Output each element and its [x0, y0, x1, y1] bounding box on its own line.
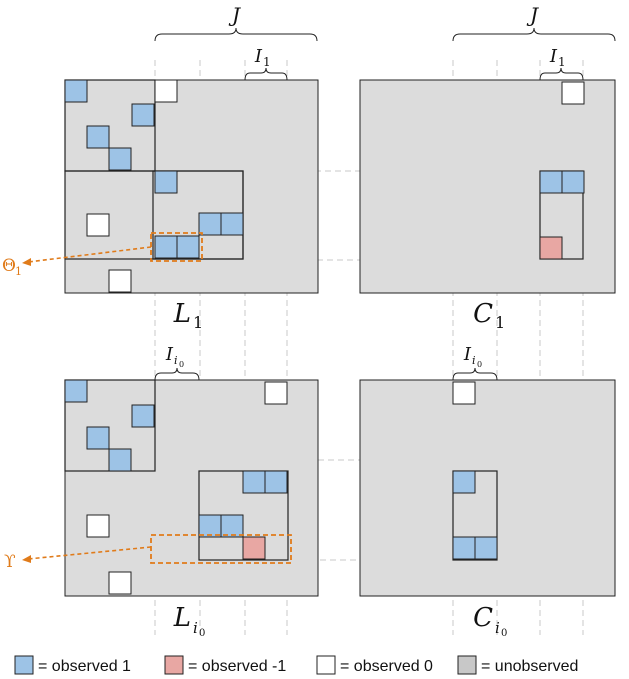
legend-swatch-observed-neg-one — [164, 655, 184, 675]
label-C-i0-subsubscript: 0 — [501, 628, 507, 639]
upsilon-label: ϒ — [4, 552, 16, 572]
cell-observed-one — [154, 235, 178, 259]
cell-observed-one — [198, 212, 222, 236]
cell-observed-neg-one — [242, 536, 266, 560]
label-J-left: J — [228, 3, 241, 27]
arrow-head-icon — [22, 555, 31, 563]
brace-I1-left — [244, 67, 288, 81]
cell-observed-one — [86, 426, 110, 450]
label-I1-left: I — [254, 46, 263, 67]
cell-observed-one — [176, 235, 200, 259]
label-L-i0-subsubscript: 0 — [199, 628, 205, 639]
theta-label-subscript: 1 — [15, 265, 22, 278]
cell-observed-zero — [154, 79, 178, 103]
brace-I1-right — [539, 67, 584, 81]
cell-observed-one — [154, 170, 178, 194]
cell-observed-zero — [86, 213, 110, 237]
legend-label-observed-one: = observed 1 — [38, 658, 131, 675]
cell-observed-one — [539, 170, 563, 194]
cell-observed-zero — [452, 381, 476, 405]
matrix-C1 — [359, 79, 616, 294]
cell-observed-one — [198, 514, 222, 538]
cell-observed-neg-one — [539, 236, 563, 260]
brace-J-right — [452, 27, 616, 42]
legend-label-observed-zero: = observed 0 — [340, 658, 433, 675]
upsilon-highlight-box — [150, 534, 292, 564]
legend-swatch-unobserved — [457, 655, 477, 675]
cell-observed-zero — [108, 571, 132, 595]
brace-Ii0-right — [452, 367, 498, 381]
matrix-L-i0 — [64, 379, 319, 597]
label-C1-subscript: 1 — [495, 313, 505, 332]
cell-observed-one — [86, 125, 110, 149]
cell-observed-one — [131, 103, 155, 127]
label-C-i0: C — [473, 603, 493, 633]
theta-annotation: Θ 1 — [2, 246, 152, 278]
label-J-right: J — [526, 3, 539, 27]
legend-swatch-observed-one — [14, 655, 34, 675]
cell-observed-one — [220, 212, 244, 236]
matrix-C-i0 — [359, 379, 616, 597]
label-L1-subscript: 1 — [193, 313, 203, 332]
cell-observed-one — [220, 514, 244, 538]
legend: = observed 1 = observed -1 = observed 0 … — [14, 655, 578, 675]
cell-observed-one — [64, 379, 88, 403]
label-C1: C — [473, 299, 493, 329]
cell-observed-one — [264, 470, 288, 494]
cell-observed-zero — [108, 269, 132, 293]
legend-label-observed-neg-one: = observed -1 — [188, 658, 286, 675]
upsilon-annotation: ϒ — [4, 546, 152, 572]
cell-observed-one — [108, 147, 132, 171]
label-Ii0-right: I — [463, 344, 472, 365]
label-Ii0-left-subsubscript: 0 — [179, 360, 184, 369]
brace-Ii0-left — [154, 367, 200, 381]
cell-observed-one — [131, 404, 155, 428]
cell-observed-one — [108, 448, 132, 472]
label-I1-right-subscript: 1 — [558, 55, 566, 69]
cell-observed-one — [64, 79, 88, 103]
cell-observed-one — [242, 470, 266, 494]
cell-observed-zero — [561, 81, 585, 105]
brace-J-left — [154, 27, 318, 42]
label-Ii0-left: I — [165, 344, 174, 365]
label-L1: L — [173, 299, 191, 329]
label-Ii0-right-subscript: i — [472, 354, 476, 367]
arrow-head-icon — [22, 258, 31, 266]
cell-observed-one — [452, 470, 476, 494]
cell-observed-one — [561, 170, 585, 194]
legend-swatch-observed-zero — [316, 655, 336, 675]
label-I1-left-subscript: 1 — [263, 55, 271, 69]
label-L-i0-subscript: i — [193, 619, 198, 637]
label-Ii0-left-subscript: i — [174, 354, 178, 367]
cell-observed-zero — [264, 381, 288, 405]
label-I1-right: I — [549, 46, 558, 67]
legend-label-unobserved: = unobserved — [481, 658, 578, 675]
matrix-L1 — [64, 79, 319, 294]
cell-observed-zero — [86, 514, 110, 538]
label-C-i0-subscript: i — [495, 619, 500, 637]
theta-label: Θ — [2, 256, 16, 276]
label-L-i0: L — [173, 603, 191, 633]
cell-observed-one — [474, 536, 498, 560]
cell-observed-one — [452, 536, 476, 560]
label-Ii0-right-subsubscript: 0 — [477, 360, 482, 369]
